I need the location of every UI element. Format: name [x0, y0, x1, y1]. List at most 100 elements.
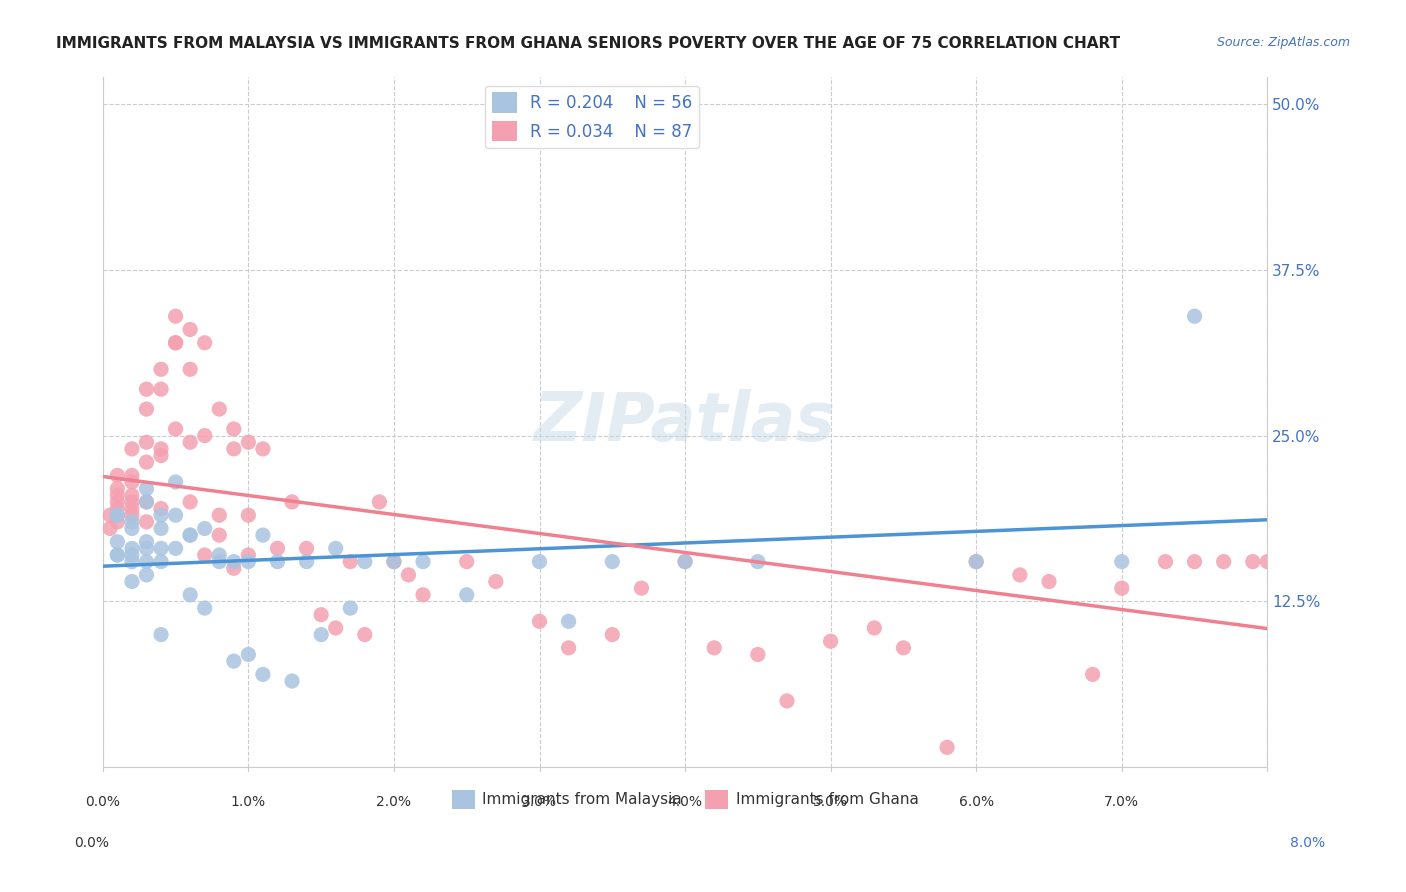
Point: [238, 555, 260, 569]
Point: [266, 541, 288, 556]
Point: [105, 508, 128, 523]
Point: [121, 508, 143, 523]
Point: [121, 442, 143, 456]
Point: [1154, 555, 1177, 569]
Text: 8.0%: 8.0%: [1291, 836, 1324, 850]
Point: [194, 548, 217, 562]
Point: [281, 495, 304, 509]
Point: [353, 555, 375, 569]
Point: [863, 621, 886, 635]
Point: [252, 528, 274, 542]
Point: [135, 402, 157, 417]
Point: [1212, 555, 1234, 569]
Text: 2.0%: 2.0%: [377, 795, 412, 809]
Point: [309, 627, 332, 641]
Text: 7.0%: 7.0%: [1104, 795, 1139, 809]
Point: [965, 555, 987, 569]
Point: [165, 422, 187, 436]
Point: [1111, 581, 1133, 595]
Point: [600, 627, 623, 641]
Point: [150, 541, 173, 556]
Text: IMMIGRANTS FROM MALAYSIA VS IMMIGRANTS FROM GHANA SENIORS POVERTY OVER THE AGE O: IMMIGRANTS FROM MALAYSIA VS IMMIGRANTS F…: [56, 36, 1121, 51]
Point: [179, 495, 201, 509]
Point: [208, 508, 231, 523]
Point: [165, 310, 187, 324]
Point: [222, 555, 245, 569]
Point: [936, 740, 959, 755]
Point: [150, 449, 173, 463]
Point: [208, 528, 231, 542]
Point: [179, 322, 201, 336]
Point: [150, 508, 173, 523]
Point: [208, 548, 231, 562]
Point: [121, 515, 143, 529]
Point: [1184, 310, 1206, 324]
Point: [165, 335, 187, 350]
Point: [105, 534, 128, 549]
Text: ZIPatlas: ZIPatlas: [534, 389, 837, 455]
Point: [412, 555, 434, 569]
Point: [121, 574, 143, 589]
Point: [105, 488, 128, 502]
Point: [105, 501, 128, 516]
Point: [179, 528, 201, 542]
Point: [382, 555, 405, 569]
Point: [194, 521, 217, 535]
Point: [747, 555, 769, 569]
Point: [325, 541, 347, 556]
Point: [121, 468, 143, 483]
Point: [600, 555, 623, 569]
Point: [121, 555, 143, 569]
Point: [1358, 555, 1381, 569]
Point: [222, 654, 245, 668]
Point: [150, 555, 173, 569]
Point: [135, 568, 157, 582]
Point: [820, 634, 842, 648]
Point: [135, 482, 157, 496]
Point: [557, 640, 579, 655]
Point: [194, 335, 217, 350]
Point: [965, 555, 987, 569]
Point: [179, 588, 201, 602]
Point: [1241, 555, 1264, 569]
Point: [339, 601, 361, 615]
Point: [673, 555, 696, 569]
Point: [238, 435, 260, 450]
Point: [222, 442, 245, 456]
Point: [776, 694, 799, 708]
Point: [105, 468, 128, 483]
Point: [295, 541, 318, 556]
Point: [135, 382, 157, 396]
Point: [1402, 555, 1406, 569]
Point: [105, 495, 128, 509]
Point: [105, 515, 128, 529]
Point: [135, 495, 157, 509]
Point: [222, 561, 245, 575]
Point: [121, 495, 143, 509]
Point: [165, 541, 187, 556]
Text: 3.0%: 3.0%: [522, 795, 557, 809]
Point: [98, 521, 121, 535]
Point: [673, 555, 696, 569]
Point: [150, 442, 173, 456]
Point: [325, 621, 347, 635]
Text: Source: ZipAtlas.com: Source: ZipAtlas.com: [1216, 36, 1350, 49]
Point: [165, 475, 187, 489]
Point: [135, 435, 157, 450]
Point: [135, 555, 157, 569]
Point: [135, 455, 157, 469]
Point: [150, 501, 173, 516]
Point: [485, 574, 508, 589]
Point: [179, 435, 201, 450]
Point: [703, 640, 725, 655]
Point: [295, 555, 318, 569]
Point: [165, 335, 187, 350]
Point: [105, 508, 128, 523]
Point: [630, 581, 652, 595]
Text: 0.0%: 0.0%: [86, 795, 121, 809]
Point: [135, 495, 157, 509]
Point: [121, 541, 143, 556]
Point: [529, 555, 551, 569]
Point: [179, 528, 201, 542]
Point: [105, 482, 128, 496]
